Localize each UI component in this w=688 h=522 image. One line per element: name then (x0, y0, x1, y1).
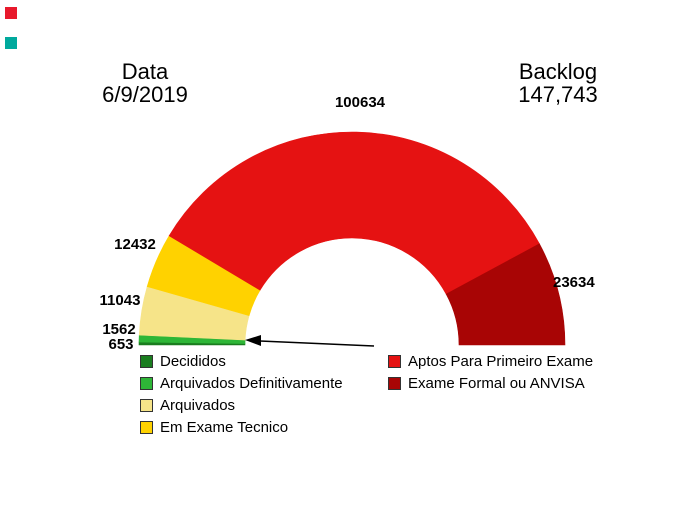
date-label: Data (121, 59, 169, 84)
legend-item: Exame Formal ou ANVISA (388, 372, 593, 394)
legend-item: Decididos (140, 350, 343, 372)
segment-value-label: 23634 (553, 274, 595, 291)
backlog-value: 147,743 (518, 82, 598, 107)
corner-red-dot (5, 7, 17, 19)
legend-label: Aptos Para Primeiro Exame (408, 352, 594, 370)
segment-value-label: 11043 (99, 292, 141, 309)
legend-item: Arquivados (140, 394, 343, 416)
backlog-header: Backlog 147,743 (483, 60, 633, 106)
date-header: Data 6/9/2019 (70, 60, 220, 106)
arrow-annotation (245, 335, 375, 347)
legend-label: Em Exame Tecnico (160, 418, 289, 436)
legend-item: Em Exame Tecnico (140, 416, 343, 438)
legend-label: Exame Formal ou ANVISA (408, 374, 585, 392)
corner-teal-dot (5, 37, 17, 49)
legend-left-column: Decididos Arquivados Definitivamente Arq… (140, 350, 343, 438)
donut-segment-4 (168, 131, 540, 295)
segment-value-label: 12432 (114, 236, 156, 253)
legend-swatch (140, 354, 153, 368)
legend-right-column: Aptos Para Primeiro Exame Exame Formal o… (388, 350, 593, 394)
legend-item: Arquivados Definitivamente (140, 372, 343, 394)
legend-swatch (388, 376, 401, 390)
legend-swatch (140, 420, 153, 434)
legend-label: Arquivados (160, 396, 236, 414)
legend-swatch (140, 376, 153, 390)
legend-swatch (140, 398, 153, 412)
legend-item: Aptos Para Primeiro Exame (388, 350, 593, 372)
backlog-label: Backlog (518, 59, 598, 84)
segment-value-label: 653 (108, 336, 134, 353)
segment-value-label: 100634 (334, 94, 386, 111)
date-value: 6/9/2019 (102, 82, 188, 107)
legend-label: Decididos (160, 352, 226, 370)
donut-segment-5 (445, 243, 566, 346)
legend-swatch (388, 354, 401, 368)
legend-label: Arquivados Definitivamente (160, 374, 343, 392)
donut-segments (138, 131, 566, 346)
segment-value-label: 1562 (102, 321, 136, 338)
